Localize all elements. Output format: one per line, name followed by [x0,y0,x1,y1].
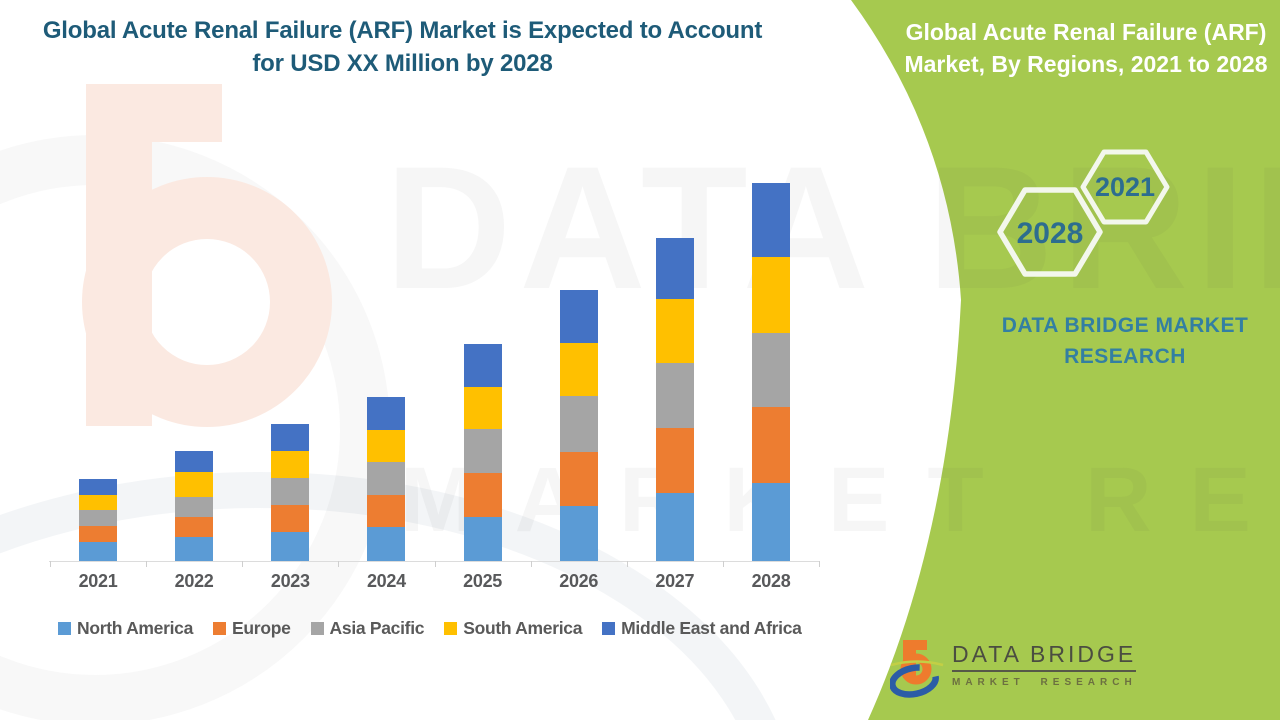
bar-segment [655,363,694,428]
x-axis-label: 2028 [751,571,791,591]
bar-segment [559,290,598,343]
watermark-swoosh [0,472,776,720]
bar-segment [175,497,214,517]
x-axis-tick [434,561,436,567]
x-axis-label: 2026 [559,571,599,591]
bar-segment [367,462,406,495]
bar-segment [655,299,694,363]
legend-item: Middle East and Africa [602,618,802,639]
hexagon-2021-label: 2021 [1095,172,1155,202]
bar-segment [752,257,790,333]
x-axis-label: 2021 [78,571,118,591]
legend-label: Europe [232,618,291,638]
bar-segment [559,343,598,396]
legend-item: Asia Pacific [310,618,425,639]
bar-segment [463,473,502,517]
bar-segment [559,396,598,452]
hexagon-2028 [997,187,1103,277]
side-panel-heading: Global Acute Renal Failure (ARF) Market,… [900,16,1272,80]
legend-item: Europe [213,618,291,639]
x-axis-label: 2025 [463,571,503,591]
legend-swatch [213,622,227,635]
legend-swatch [310,622,324,635]
x-axis-label: 2024 [366,571,406,591]
bar-segment [463,517,502,561]
bar-segment [367,397,406,430]
bar-segment [559,506,598,561]
bar-segment [271,424,310,451]
x-axis-tick [530,561,532,567]
legend-item: South America [444,618,582,639]
legend-swatch [602,622,616,635]
bar-segment [367,430,406,462]
bar-segment [367,495,406,527]
bar-segment [752,333,790,407]
hexagon-2021 [1080,149,1170,225]
bar-segment [463,344,502,387]
bar-segment [271,478,310,505]
bar-segment [463,387,502,429]
side-panel-heading-line1: Global Acute Renal Failure (ARF) [905,19,1267,45]
side-panel-heading-line2: Market, By Regions, 2021 to 2028 [904,51,1268,77]
bar-segment [271,451,310,478]
bar-segment [79,526,117,542]
legend-swatch [58,622,71,635]
x-axis-tick [626,561,628,567]
green-panel [851,0,1280,720]
x-axis-label: 2027 [655,571,695,591]
company-logo-icon [890,640,944,698]
legend-label: North America [77,618,194,638]
x-axis-label: 2022 [174,571,214,591]
bar-segment [175,537,214,561]
x-axis-tick [338,561,340,567]
legend-swatch [444,622,458,635]
legend-label: Middle East and Africa [621,618,802,638]
year-hexagons: 2021 2028 [997,149,1170,277]
page-title-line2: for USD XX Million by 2028 [252,50,553,77]
legend-label: South America [463,618,583,638]
bar-segment [79,495,117,510]
watermark-b-icon [82,84,332,427]
bar-segment [271,532,310,561]
bar-segment [655,238,694,299]
bar-segment [175,517,214,537]
bar-segment [655,493,694,561]
x-axis-label: 2023 [270,571,310,591]
bar-segment [463,429,502,473]
bar-segment [175,472,214,497]
bar-segment [655,428,694,493]
bar-segment [79,542,117,561]
bar-segment [752,407,790,483]
x-axis-tick [242,561,244,567]
hexagon-2028-label: 2028 [1017,217,1084,250]
x-axis-tick [819,561,820,567]
bar-segment [79,479,117,495]
legend-label: Asia Pacific [329,618,425,638]
page-title: Global Acute Renal Failure (ARF) Market … [0,14,805,80]
brand-text-line1: DATA BRIDGE MARKET [1001,314,1249,337]
company-logo-name: DATA BRIDGE [952,641,1137,672]
legend-item: North America [58,618,193,639]
bar-segment [79,510,117,526]
x-axis-tick [49,561,51,567]
bar-segment [175,451,214,472]
brand-text: DATA BRIDGE MARKET RESEARCH [955,310,1280,372]
bar-segment [559,452,598,506]
bar-segment [752,183,790,257]
x-axis-tick [146,561,148,567]
bar-segment [367,527,406,561]
brand-text-line2: RESEARCH [1064,345,1186,368]
x-axis-tick [722,561,724,567]
company-logo-tagline: MARKET RESEARCH [952,677,1137,688]
chart-legend: North America Europe Asia Pacific South Ame… [58,618,838,639]
x-axis-line [49,561,819,562]
page-title-line1: Global Acute Renal Failure (ARF) Market … [42,17,763,44]
bar-segment [271,505,310,532]
company-logo: DATA BRIDGE MARKET RESEARCH [890,638,1150,713]
bar-segment [752,483,790,561]
